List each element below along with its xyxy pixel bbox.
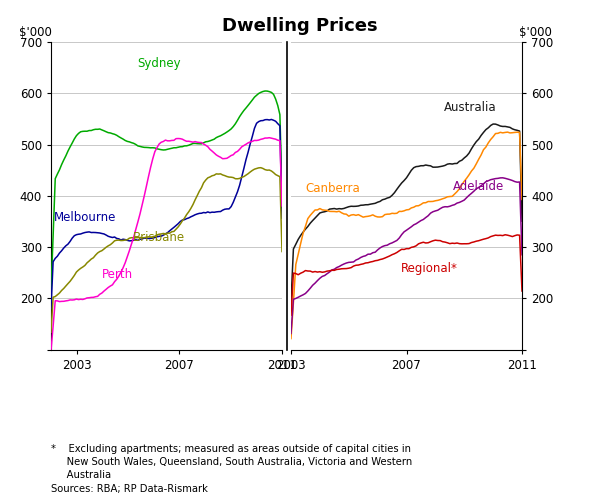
Text: Brisbane: Brisbane — [133, 232, 185, 245]
Text: Perth: Perth — [103, 268, 133, 281]
Text: Dwelling Prices: Dwelling Prices — [222, 17, 378, 35]
Text: Regional*: Regional* — [401, 262, 458, 275]
Text: *    Excluding apartments; measured as areas outside of capital cities in
     N: * Excluding apartments; measured as area… — [51, 444, 412, 494]
Text: Adelaide: Adelaide — [452, 180, 504, 193]
Text: Melbourne: Melbourne — [53, 211, 116, 224]
Text: Australia: Australia — [444, 101, 497, 114]
Text: $'000: $'000 — [519, 26, 552, 39]
Text: Canberra: Canberra — [305, 182, 360, 195]
Text: $'000: $'000 — [19, 26, 52, 39]
Text: Sydney: Sydney — [137, 58, 181, 70]
